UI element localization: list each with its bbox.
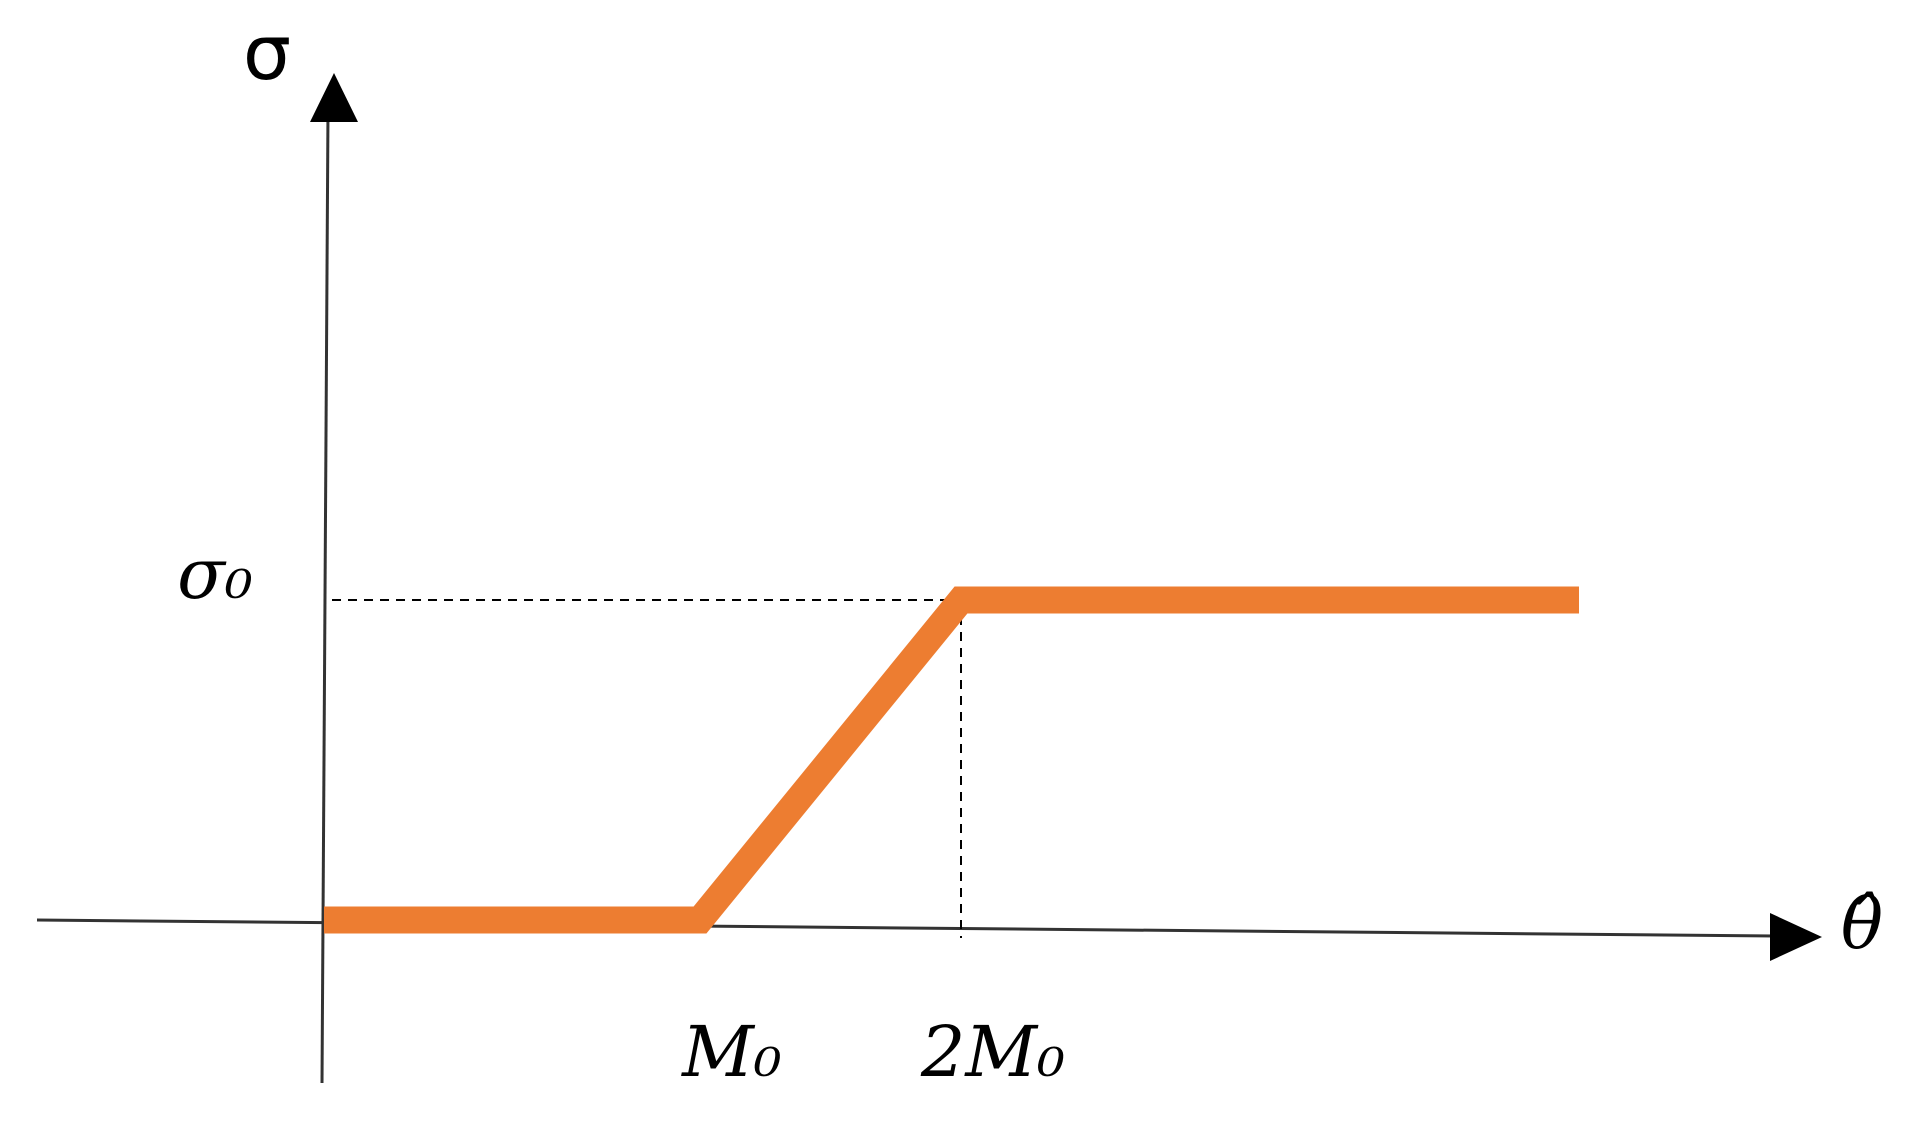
x-axis-label: θ̂	[1841, 883, 1883, 965]
marker-label: M₀	[680, 1011, 782, 1093]
level-label: σ₀	[177, 533, 253, 615]
y-axis-label: σ	[243, 8, 291, 97]
y-axis	[320, 109, 330, 1084]
function-curve	[324, 586, 1579, 934]
marker-label: 2M₀	[920, 1011, 1065, 1093]
x-axis-arrow	[1770, 913, 1822, 961]
y-axis-arrow	[310, 73, 358, 122]
